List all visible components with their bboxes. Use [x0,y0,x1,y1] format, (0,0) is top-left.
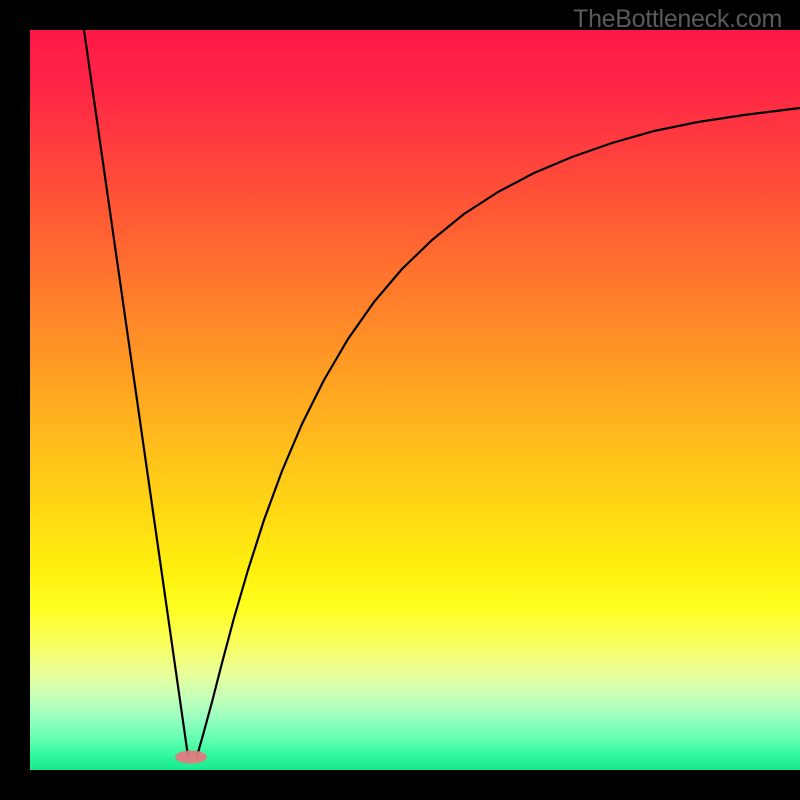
watermark-text: TheBottleneck.com [573,5,782,34]
plot-area [30,30,800,770]
gradient-background [30,30,800,770]
optimal-marker [175,751,207,764]
chart-container: TheBottleneck.com [0,0,800,800]
bottleneck-chart [30,30,800,770]
